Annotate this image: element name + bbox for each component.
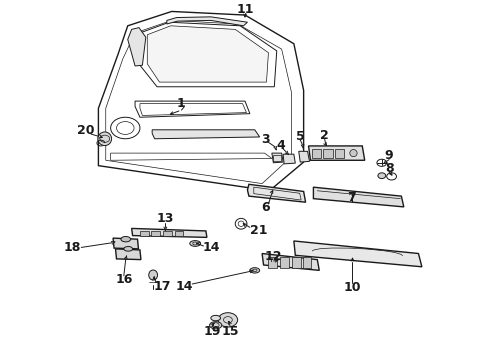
Text: 8: 8 xyxy=(385,162,393,175)
Text: 4: 4 xyxy=(276,139,285,152)
Text: 17: 17 xyxy=(153,280,171,293)
Polygon shape xyxy=(116,249,141,260)
Ellipse shape xyxy=(211,315,220,321)
Polygon shape xyxy=(128,28,146,66)
Text: 11: 11 xyxy=(236,3,254,16)
Bar xyxy=(335,149,344,158)
Bar xyxy=(323,149,333,158)
Text: 13: 13 xyxy=(157,212,174,225)
Circle shape xyxy=(218,313,238,327)
Bar xyxy=(140,231,149,236)
Text: 9: 9 xyxy=(385,149,393,162)
Polygon shape xyxy=(152,130,260,139)
Ellipse shape xyxy=(210,321,222,329)
Polygon shape xyxy=(147,26,269,82)
Polygon shape xyxy=(132,228,207,237)
Polygon shape xyxy=(272,153,283,163)
Bar xyxy=(313,149,321,158)
Text: 16: 16 xyxy=(115,273,132,286)
Text: 18: 18 xyxy=(64,241,81,254)
Text: 10: 10 xyxy=(344,281,361,294)
Text: 20: 20 xyxy=(77,124,95,137)
Bar xyxy=(292,257,301,267)
Polygon shape xyxy=(167,17,247,26)
Text: 19: 19 xyxy=(203,325,220,338)
Ellipse shape xyxy=(350,149,357,157)
Polygon shape xyxy=(283,154,295,164)
Polygon shape xyxy=(247,184,306,202)
Ellipse shape xyxy=(190,240,200,246)
Text: 21: 21 xyxy=(250,224,268,237)
Polygon shape xyxy=(309,146,365,160)
Circle shape xyxy=(378,173,386,179)
Text: 15: 15 xyxy=(221,325,239,338)
Text: 1: 1 xyxy=(176,98,185,111)
Ellipse shape xyxy=(124,247,133,251)
Ellipse shape xyxy=(98,132,112,145)
Bar xyxy=(151,231,160,236)
Polygon shape xyxy=(299,151,310,162)
Bar xyxy=(269,257,277,267)
Ellipse shape xyxy=(121,237,131,242)
Text: 14: 14 xyxy=(203,241,220,254)
Text: 6: 6 xyxy=(261,201,270,214)
Bar xyxy=(280,257,289,267)
Text: 14: 14 xyxy=(175,280,193,293)
Bar xyxy=(174,231,183,236)
Bar xyxy=(303,257,312,267)
Text: 3: 3 xyxy=(261,132,270,145)
Text: 5: 5 xyxy=(296,130,305,143)
Bar xyxy=(273,155,281,161)
Text: 7: 7 xyxy=(347,191,356,204)
Polygon shape xyxy=(262,253,319,270)
Polygon shape xyxy=(314,187,404,207)
Polygon shape xyxy=(294,241,422,267)
Text: 12: 12 xyxy=(265,250,282,263)
Text: 2: 2 xyxy=(320,129,329,142)
Polygon shape xyxy=(113,238,139,249)
Ellipse shape xyxy=(250,268,260,273)
Bar xyxy=(163,231,172,236)
Ellipse shape xyxy=(149,270,158,280)
